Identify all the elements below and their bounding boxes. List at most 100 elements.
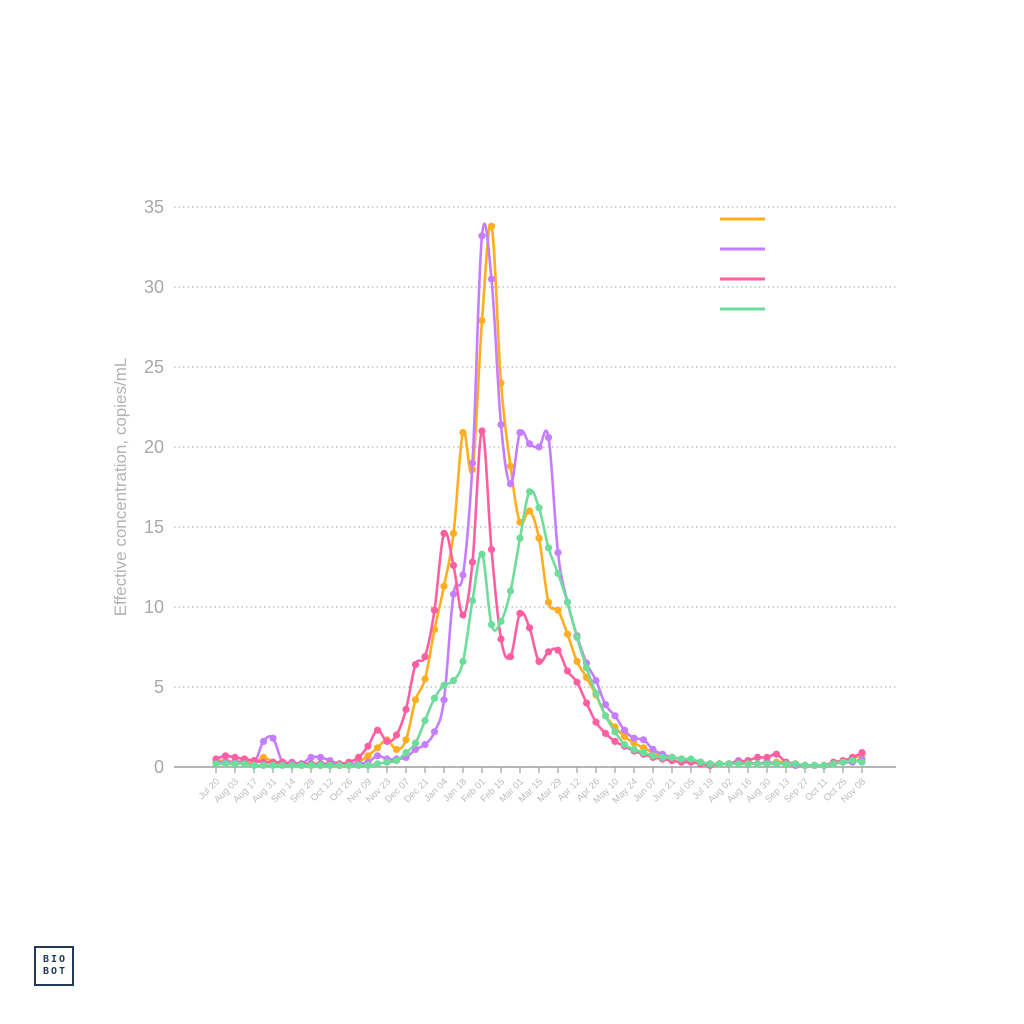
data-point (820, 761, 828, 770)
data-point (383, 737, 391, 746)
data-point (212, 760, 220, 768)
data-point (478, 232, 486, 240)
data-point (554, 569, 562, 578)
data-point (620, 733, 629, 741)
data-point (307, 753, 315, 762)
data-point (392, 745, 401, 754)
data-point (544, 598, 553, 606)
data-point (449, 677, 458, 685)
data-point (430, 606, 439, 614)
y-tick-label: 20 (144, 437, 164, 457)
data-point (307, 761, 315, 770)
data-point (459, 571, 467, 579)
data-point (487, 621, 496, 629)
data-point (402, 749, 410, 757)
data-point (772, 750, 781, 758)
data-point (858, 758, 866, 766)
data-point (430, 728, 439, 736)
data-point (801, 761, 809, 770)
data-point (373, 726, 382, 734)
data-point (744, 760, 752, 768)
data-point (240, 760, 249, 768)
data-point (516, 609, 524, 618)
data-point (848, 757, 857, 765)
data-point (734, 760, 743, 768)
data-point (573, 657, 581, 666)
data-point (421, 675, 429, 683)
data-point (259, 737, 268, 746)
data-point (411, 661, 420, 669)
data-point (563, 667, 572, 675)
data-point (459, 611, 467, 619)
data-point (639, 736, 648, 744)
data-point (316, 753, 325, 762)
data-point (630, 734, 638, 742)
data-point (829, 760, 838, 768)
data-point (544, 433, 553, 441)
data-point (582, 664, 591, 672)
series-4 (212, 488, 866, 770)
y-axis-label: Effective concentration, copies/mL (111, 358, 130, 617)
data-point (354, 761, 363, 770)
data-point (411, 696, 420, 704)
data-point (440, 681, 448, 690)
data-point (554, 549, 562, 557)
data-point (563, 598, 572, 606)
data-point (459, 657, 467, 666)
data-point (810, 761, 819, 770)
data-point (421, 717, 429, 725)
data-point (231, 760, 239, 768)
data-point (639, 749, 648, 757)
legend (720, 217, 765, 311)
data-point (392, 731, 401, 739)
data-point (544, 648, 553, 656)
data-point (288, 761, 296, 770)
y-axis-ticks: 0 5 10 15 20 25 30 35 (144, 197, 164, 777)
series-line (215, 223, 863, 767)
data-point (497, 421, 505, 429)
series-line (215, 429, 863, 767)
data-point (392, 757, 401, 765)
data-point (525, 507, 534, 515)
data-point (440, 529, 448, 538)
data-point (611, 728, 619, 736)
data-point (269, 761, 277, 770)
y-tick-label: 10 (144, 597, 164, 617)
data-point (763, 753, 771, 762)
data-point (601, 701, 610, 709)
data-point (421, 741, 429, 749)
data-point (715, 760, 724, 768)
series-line (215, 489, 863, 767)
data-point (563, 630, 572, 638)
data-point (449, 561, 458, 570)
data-point (316, 761, 325, 770)
data-point (611, 712, 619, 720)
data-point (516, 429, 524, 437)
series-line (216, 222, 863, 767)
data-point (440, 582, 448, 590)
data-point (468, 459, 477, 467)
data-point (592, 689, 600, 698)
data-point (335, 761, 344, 770)
data-point (658, 753, 667, 762)
data-point (269, 734, 277, 742)
data-point (687, 755, 695, 763)
biobot-logo: BIO BOT (34, 946, 74, 986)
data-point (535, 657, 543, 666)
data-point (516, 534, 524, 542)
data-point (554, 606, 562, 614)
data-point (411, 739, 420, 747)
data-point (478, 427, 486, 435)
data-point (611, 737, 619, 746)
data-point (763, 760, 771, 768)
data-point (753, 753, 762, 762)
data-point (487, 222, 496, 230)
data-point (839, 758, 847, 766)
data-point (753, 760, 762, 768)
data-point (345, 761, 353, 770)
data-point (592, 677, 600, 685)
data-point (525, 624, 534, 632)
data-point (278, 761, 287, 770)
